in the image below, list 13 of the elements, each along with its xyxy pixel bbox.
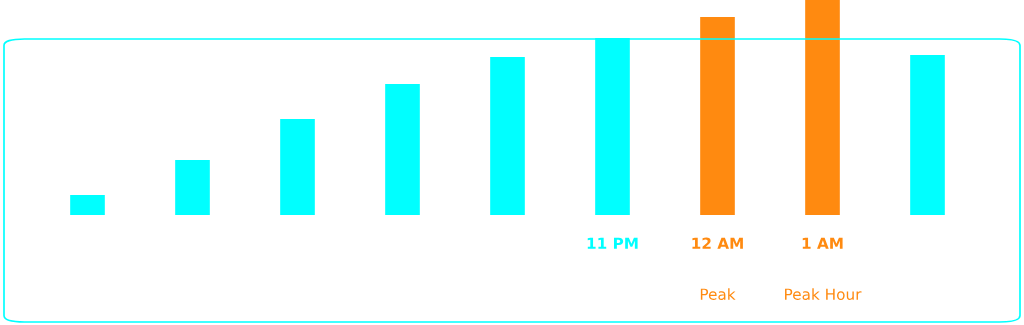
text: Peak <box>700 288 736 300</box>
bar <box>175 159 210 215</box>
x-tick-label: 1 AM <box>802 237 843 249</box>
x-tick-label: 11 PM <box>587 237 638 249</box>
text: Peak Hour <box>785 288 862 300</box>
bar <box>700 16 735 215</box>
bar <box>910 55 945 215</box>
bar <box>385 84 420 215</box>
bar <box>805 0 840 215</box>
bar <box>70 195 105 215</box>
bar <box>280 118 315 215</box>
x-tick-label: 12 AM <box>692 237 743 249</box>
bar <box>490 56 525 215</box>
